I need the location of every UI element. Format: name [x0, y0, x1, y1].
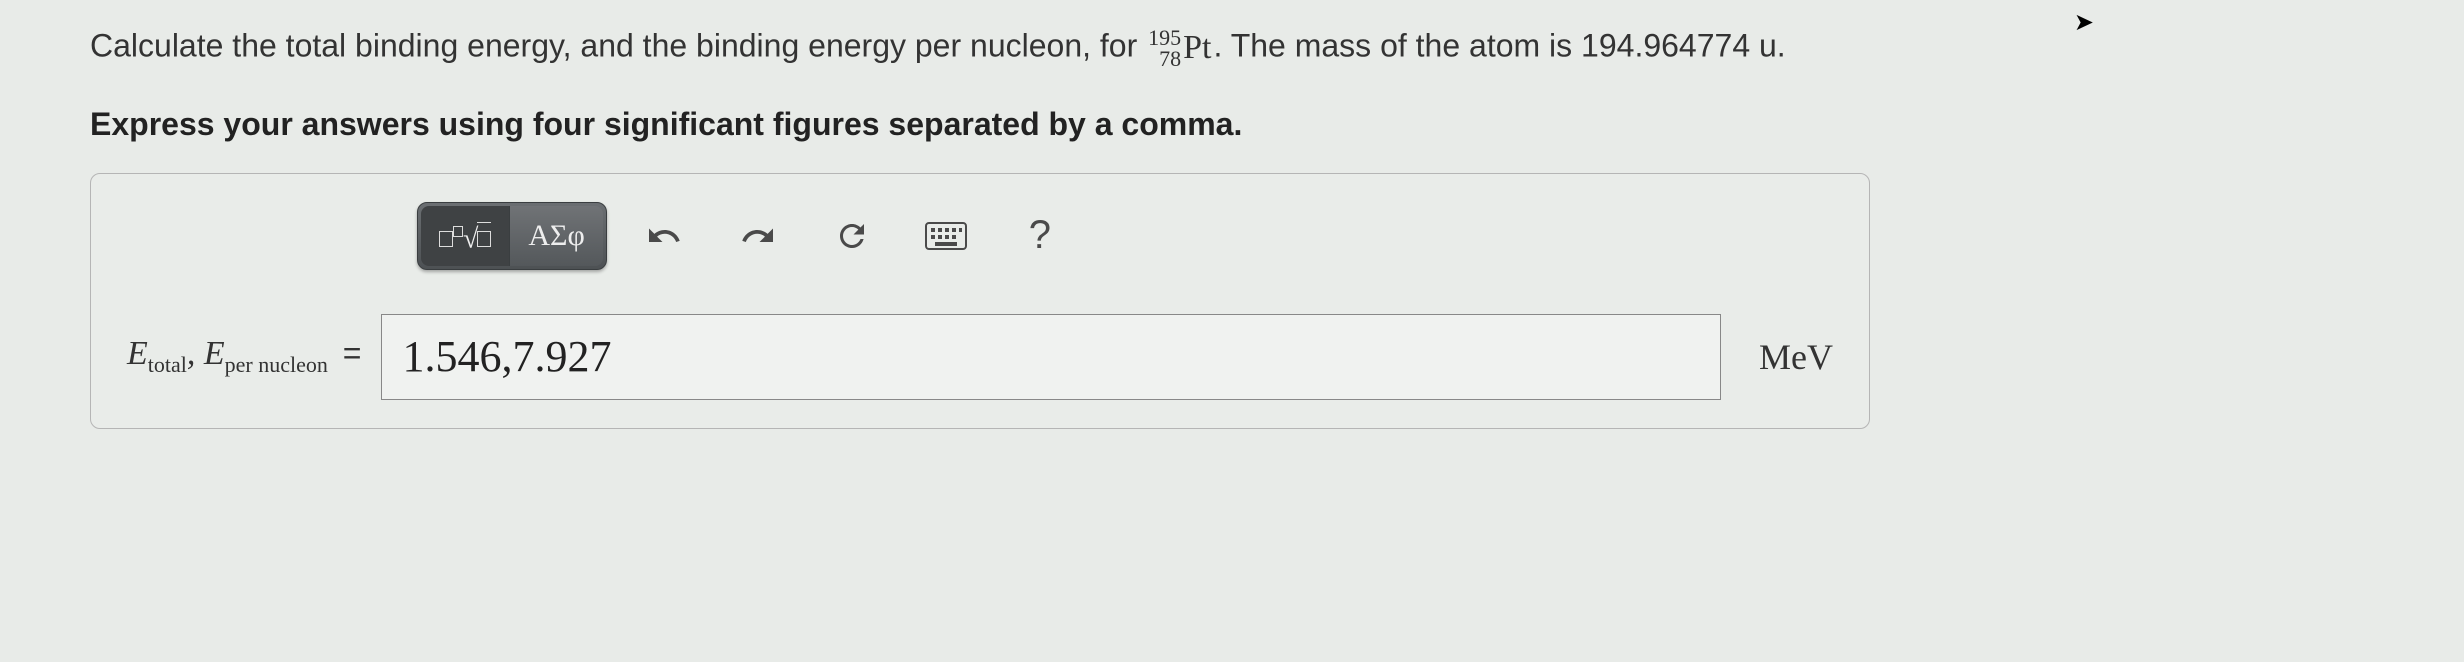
formatting-toolbar: √ ΑΣφ ? [417, 202, 1833, 270]
reset-icon [834, 218, 870, 254]
e-total-subscript: total [148, 352, 187, 377]
math-template-icon: √ [439, 217, 491, 255]
help-button[interactable]: ? [1001, 206, 1079, 266]
question-instruction: Express your answers using four signific… [90, 106, 2374, 143]
element-symbol: Pt [1183, 29, 1211, 66]
atomic-number: 78 [1159, 46, 1181, 71]
e-per-symbol: E [204, 335, 225, 372]
e-per-subscript: per nucleon [225, 352, 328, 377]
e-total-symbol: E [127, 335, 148, 372]
greek-button-label: ΑΣφ [528, 219, 584, 253]
math-template-button[interactable]: √ [421, 206, 509, 266]
answer-container: √ ΑΣφ ? Etotal, Eper nucleon = MeV [90, 173, 1870, 429]
undo-icon [646, 218, 682, 254]
mouse-cursor-icon: ➤ [2074, 8, 2094, 37]
keyboard-button[interactable] [907, 206, 985, 266]
isotope-notation: 195 78 Pt [1148, 20, 1211, 76]
redo-button[interactable] [719, 206, 797, 266]
question-suffix: . The mass of the atom is 194.964774 u. [1213, 27, 1785, 63]
reset-button[interactable] [813, 206, 891, 266]
greek-letters-button[interactable]: ΑΣφ [509, 206, 602, 266]
answer-input-row: Etotal, Eper nucleon = MeV [127, 314, 1833, 400]
question-text: Calculate the total binding energy, and … [90, 20, 2374, 76]
help-icon: ? [1029, 213, 1051, 258]
undo-button[interactable] [625, 206, 703, 266]
question-prefix: Calculate the total binding energy, and … [90, 27, 1146, 63]
answer-input[interactable] [381, 314, 1721, 400]
toolbar-button-group: √ ΑΣφ [417, 202, 607, 270]
answer-unit: MeV [1759, 336, 1833, 378]
redo-icon [740, 218, 776, 254]
label-separator: , [187, 335, 204, 372]
equals-sign: = [334, 335, 362, 371]
keyboard-icon [925, 222, 967, 250]
answer-variable-label: Etotal, Eper nucleon = [127, 335, 367, 378]
